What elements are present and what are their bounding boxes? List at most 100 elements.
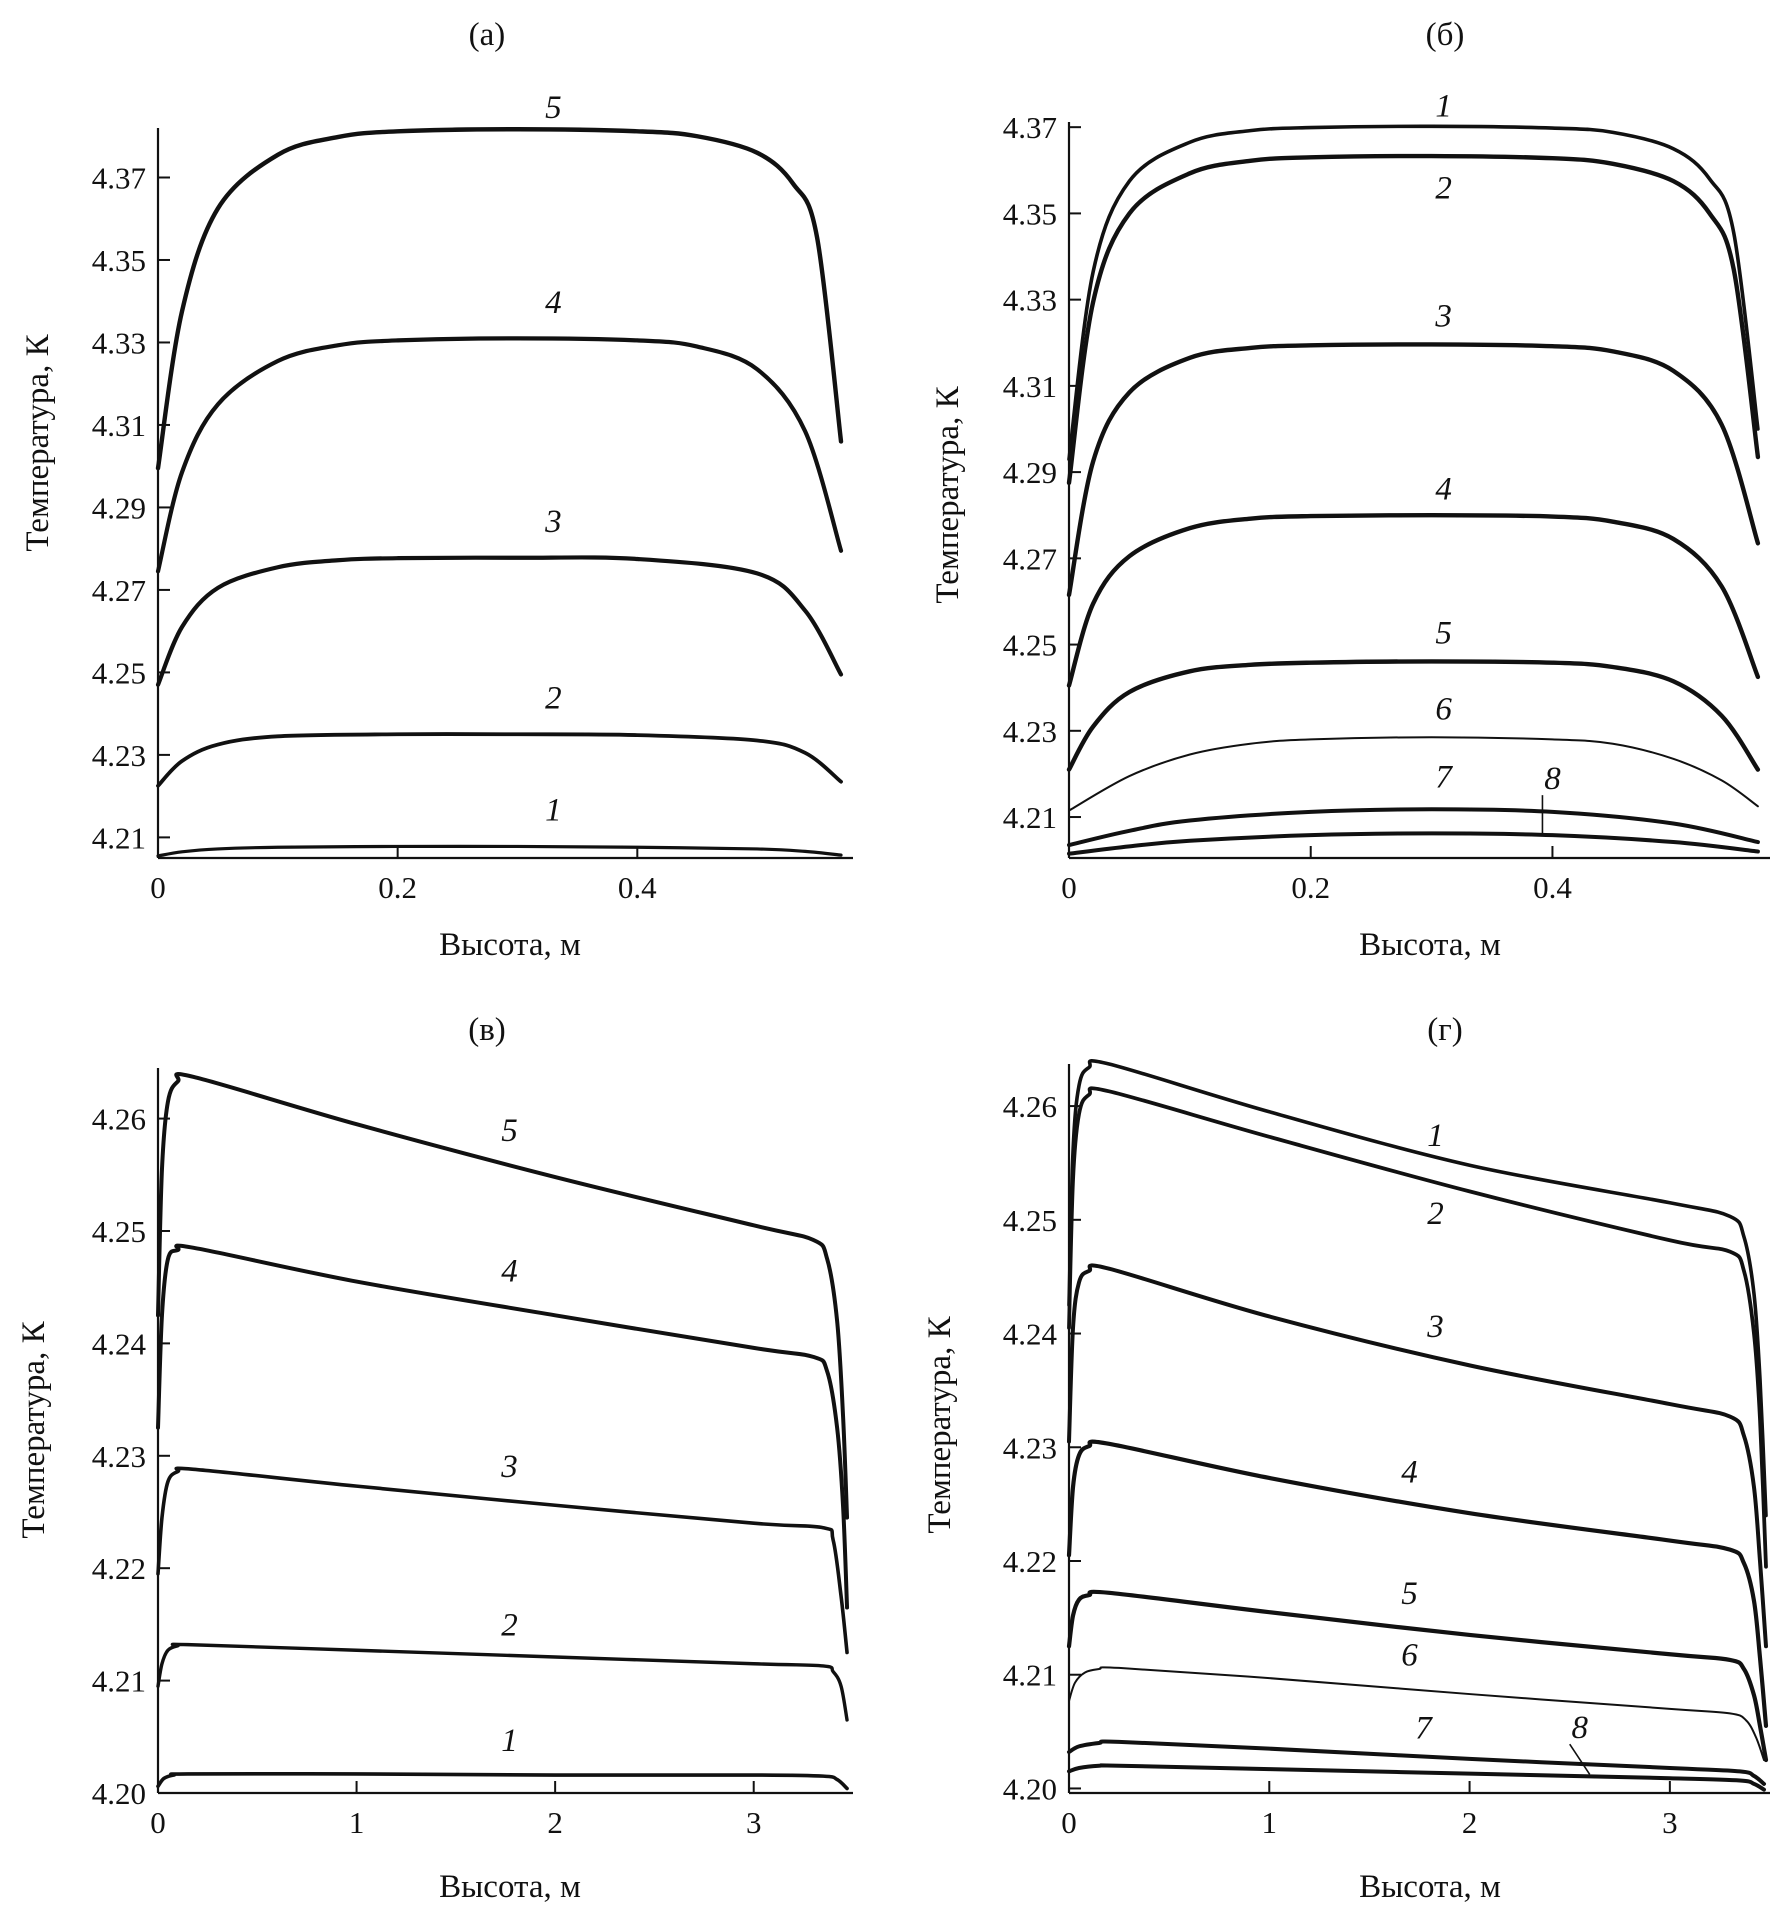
x-tick-label: 0.4 <box>1533 870 1572 905</box>
y-tick-label: 4.23 <box>92 1439 146 1474</box>
y-tick-label: 4.31 <box>92 408 146 443</box>
x-tick-label: 0.4 <box>618 870 657 905</box>
y-tick-label: 4.33 <box>92 325 146 360</box>
x-tick-label: 0 <box>150 870 166 905</box>
x-tick-label: 3 <box>746 1805 762 1840</box>
x-tick-label: 0 <box>150 1805 166 1840</box>
y-tick-label: 4.29 <box>1003 455 1057 490</box>
x-tick-label: 1 <box>349 1805 365 1840</box>
series-label-5: 5 <box>545 90 562 126</box>
y-tick-label: 4.26 <box>92 1102 146 1137</box>
panel-c: (в) Высота, м Температура, К 4.204.214.2… <box>16 1012 853 1905</box>
series-label-5: 5 <box>1435 616 1452 652</box>
panel-d: (г) Высота, м Температура, К 4.204.214.2… <box>922 1012 1770 1905</box>
series-line-2 <box>1066 153 1761 486</box>
series-label-5: 5 <box>1401 1576 1418 1612</box>
panel-title: (в) <box>468 1012 506 1048</box>
y-tick-label: 4.23 <box>1003 1430 1057 1465</box>
y-tick-label: 4.25 <box>1003 628 1057 663</box>
series-line-1 <box>156 1771 849 1791</box>
series-line-4 <box>1066 1439 1769 1728</box>
series-line-2 <box>156 732 843 788</box>
y-tick-label: 4.37 <box>1003 110 1057 145</box>
y-tick-label: 4.26 <box>1003 1089 1057 1124</box>
series-label-4: 4 <box>1435 471 1452 507</box>
series-line-3 <box>156 1466 849 1655</box>
y-axis-label: Температура, К <box>20 333 56 551</box>
series-line-5 <box>155 127 844 471</box>
y-axis-label: Температура, К <box>16 1320 52 1538</box>
series-line-6 <box>1068 1666 1765 1762</box>
x-tick-label: 0 <box>1061 870 1077 905</box>
x-axis-label: Высота, м <box>439 1869 581 1905</box>
series-line-2 <box>156 1642 849 1722</box>
y-tick-label: 4.20 <box>92 1776 146 1811</box>
y-tick-label: 4.35 <box>92 243 146 278</box>
series-line-3 <box>1067 1263 1768 1649</box>
series-label-leader <box>1569 1743 1591 1775</box>
series-label-7: 7 <box>1415 1711 1433 1747</box>
series-label-8: 8 <box>1544 761 1561 797</box>
plot-area: 4.21 4.23 4.25 4.27 4.29 4.31 4.33 4.35 4.37 0 0.2… <box>92 90 853 905</box>
series-line-1 <box>156 844 843 858</box>
x-tick-label: 2 <box>1462 1805 1478 1840</box>
series-label-8: 8 <box>1571 1710 1588 1746</box>
series-line-8 <box>1067 831 1760 856</box>
series-label-3: 3 <box>1434 299 1452 335</box>
series-label-5: 5 <box>501 1113 518 1149</box>
y-tick-label: 4.23 <box>92 738 146 773</box>
series-label-6: 6 <box>1401 1637 1418 1673</box>
series-line-8 <box>1067 1763 1766 1792</box>
panel-title: (а) <box>469 17 506 53</box>
series-label-1: 1 <box>545 793 562 829</box>
panel-a: (а) Высота, м Температура, К 4.214.234.2… <box>20 17 853 963</box>
plot-area: 4.20 4.21 4.22 4.23 4.24 4.25 4.26 0 1 2 3 1 2 3 4 5 6 7 8 <box>1003 1059 1770 1840</box>
panel-title: (б) <box>1426 17 1465 53</box>
y-tick-label: 4.21 <box>1003 1658 1057 1693</box>
y-tick-label: 4.27 <box>92 573 146 608</box>
series-label-3: 3 <box>1426 1309 1444 1345</box>
panel-b: (б) Высота, м Температура, К 4.21 4.23 4.2… <box>930 17 1770 963</box>
x-tick-label: 1 <box>1262 1805 1278 1840</box>
series-line-3 <box>1066 342 1761 598</box>
x-tick-label: 0 <box>1061 1805 1077 1840</box>
series-line-5 <box>1066 1589 1769 1763</box>
y-tick-label: 4.21 <box>1003 800 1057 835</box>
series-line-1 <box>1067 1059 1768 1518</box>
series-line-3 <box>155 555 844 687</box>
panel-title: (г) <box>1427 1012 1463 1048</box>
x-axis-label: Высота, м <box>439 927 581 963</box>
series-label-4: 4 <box>501 1254 518 1290</box>
x-tick-label: 3 <box>1662 1805 1678 1840</box>
series-label-1: 1 <box>1435 88 1452 124</box>
series-label-7: 7 <box>1435 760 1453 796</box>
series-line-5 <box>156 1072 850 1520</box>
y-tick-label: 4.25 <box>1003 1203 1057 1238</box>
x-axis-label: Высота, м <box>1359 927 1501 963</box>
y-tick-label: 4.25 <box>92 655 146 690</box>
x-tick-label: 0.2 <box>378 870 417 905</box>
y-tick-label: 4.20 <box>1003 1771 1057 1806</box>
series-line-7 <box>1067 1739 1766 1786</box>
y-tick-label: 4.24 <box>1003 1317 1058 1352</box>
y-tick-label: 4.23 <box>1003 714 1057 749</box>
y-axis-label: Температура, К <box>930 385 966 603</box>
series-label-2: 2 <box>501 1607 518 1643</box>
series-label-1: 1 <box>1427 1118 1444 1154</box>
series-line-2 <box>1067 1086 1768 1569</box>
y-axis-label: Температура, К <box>922 1315 958 1533</box>
series-label-2: 2 <box>545 681 562 717</box>
series-line-5 <box>1066 659 1761 772</box>
y-tick-label: 4.22 <box>1003 1544 1057 1579</box>
series-line-6 <box>1068 736 1759 812</box>
series-label-2: 2 <box>1427 1196 1444 1232</box>
x-tick-label: 0.2 <box>1291 870 1330 905</box>
y-tick-label: 4.27 <box>1003 541 1057 576</box>
y-tick-label: 4.31 <box>1003 369 1057 404</box>
series-label-6: 6 <box>1435 691 1452 727</box>
series-line-7 <box>1067 807 1760 848</box>
series-line-4 <box>155 336 844 574</box>
plot-area: 4.21 4.23 4.25 4.27 4.29 4.31 4.33 4.35 4.37 0 0.2… <box>1003 88 1770 905</box>
y-tick-label: 4.25 <box>92 1214 146 1249</box>
